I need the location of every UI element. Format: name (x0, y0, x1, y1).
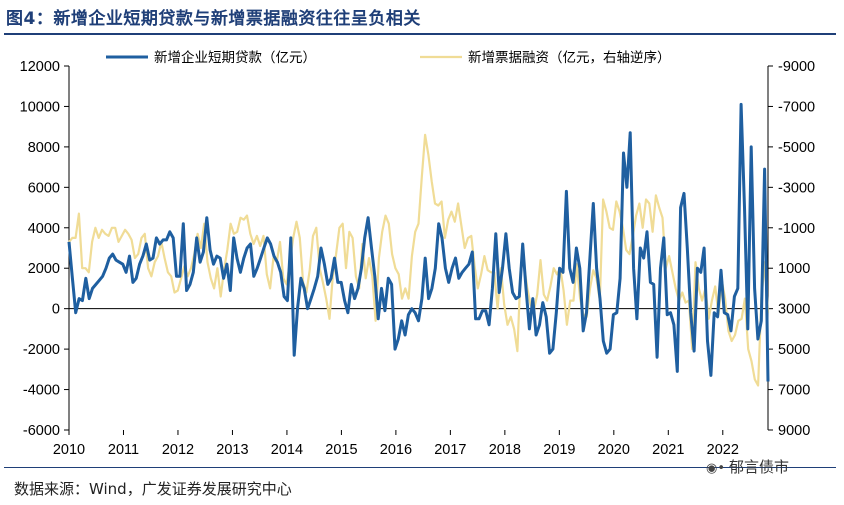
title-rule (4, 33, 836, 35)
y-right-tick-label: 5000 (778, 342, 810, 358)
x-tick-label: 2013 (216, 442, 248, 458)
y-right-tick-label: -1000 (778, 221, 815, 237)
y-left-tick-label: 10000 (20, 99, 60, 115)
x-tick-label: 2010 (53, 442, 85, 458)
x-tick-label: 2019 (543, 442, 575, 458)
y-left-tick-label: 6000 (28, 180, 60, 196)
y-left-tick-label: -4000 (23, 383, 60, 399)
x-tick-label: 2014 (271, 442, 303, 458)
y-right-tick-label: 9000 (778, 423, 810, 439)
series-line-short-loans (67, 102, 770, 382)
bottom-rule (4, 467, 836, 468)
y-left-tick-label: 4000 (28, 221, 60, 237)
x-tick-label: 2018 (489, 442, 521, 458)
y-left-tick-label: 8000 (28, 140, 60, 156)
y-right-tick-label: -9000 (778, 59, 815, 75)
x-tick-label: 2012 (162, 442, 194, 458)
y-right-tick-label: 7000 (778, 383, 810, 399)
source-note: 数据来源：Wind，广发证券发展研究中心 (14, 480, 292, 498)
tick-labels: 12000 10000 8000 6000 4000 2000 0 -2000 -4000 -60… (20, 59, 815, 458)
x-tick-label: 2016 (380, 442, 412, 458)
y-right-tick-label: -7000 (778, 99, 815, 115)
y-left-tick-label: -6000 (23, 423, 60, 439)
x-tick-label: 2020 (598, 442, 630, 458)
y-left-tick-label: 12000 (20, 59, 60, 75)
legend-label-short-loans: 新增企业短期贷款（亿元） (154, 49, 316, 66)
x-tick-label: 2015 (325, 442, 357, 458)
x-tick-label: 2017 (434, 442, 466, 458)
x-tick-label: 2022 (707, 442, 739, 458)
wechat-icon: ◉• (706, 461, 726, 476)
watermark-text: 郁言债市 (729, 458, 790, 476)
y-right-tick-label: -3000 (778, 180, 815, 196)
y-left-tick-label: 0 (52, 302, 60, 318)
watermark: ◉• 郁言债市 (706, 456, 789, 477)
legend: 新增企业短期贷款（亿元） 新增票据融资（亿元，右轴逆序） (106, 49, 671, 66)
series-layer (67, 102, 770, 387)
y-right-tick-label: 3000 (778, 302, 810, 318)
legend-label-bill-financing: 新增票据融资（亿元，右轴逆序） (468, 50, 671, 66)
axes-group (64, 65, 773, 435)
x-tick-label: 2011 (108, 442, 139, 458)
x-tick-label: 2021 (652, 442, 684, 458)
figure-title: 图4：新增企业短期贷款与新增票据融资往往呈负相关 (6, 9, 421, 29)
y-right-tick-label: 1000 (778, 261, 810, 277)
y-left-tick-label: 2000 (28, 261, 60, 277)
y-left-tick-label: -2000 (23, 342, 60, 358)
y-right-tick-label: -5000 (778, 140, 815, 156)
